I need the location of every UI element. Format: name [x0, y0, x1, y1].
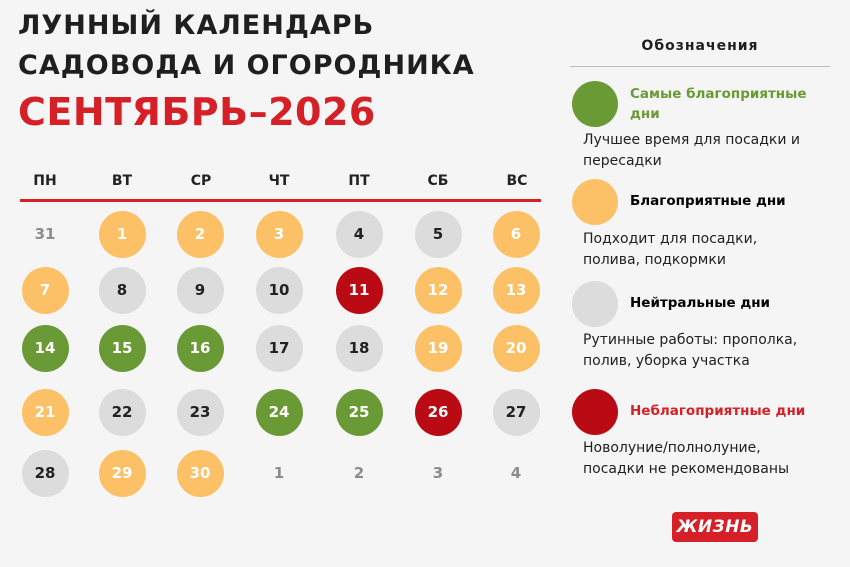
calendar-day: 17: [255, 324, 303, 372]
weekday-header: ПН ВТ СР ЧТ ПТ СБ ВС: [8, 173, 556, 195]
calendar-day: 16: [176, 324, 224, 372]
legend-swatch: [572, 81, 618, 127]
calendar-day: 29: [98, 449, 146, 497]
calendar-day: 11: [335, 266, 383, 314]
calendar-day: 8: [98, 266, 146, 314]
calendar-day: 19: [414, 324, 462, 372]
legend-swatch: [572, 281, 618, 327]
legend-description: Подходит для посадки, полива, подкормки: [583, 231, 758, 268]
calendar-day: 9: [176, 266, 224, 314]
calendar-day: 4: [335, 210, 383, 258]
weekday-mon: ПН: [33, 173, 57, 189]
calendar-day: 2: [176, 210, 224, 258]
calendar-day: 27: [492, 388, 540, 436]
legend-swatch: [572, 179, 618, 225]
legend-heading: Неблагоприятные дни: [630, 403, 806, 419]
calendar-day: 30: [176, 449, 224, 497]
calendar-day: 23: [176, 388, 224, 436]
calendar-day: 10: [255, 266, 303, 314]
calendar-day: 28: [21, 449, 69, 497]
title-month: Сентябрь–2026: [18, 90, 376, 134]
calendar-day: 15: [98, 324, 146, 372]
legend-heading: Самые благоприятные дни: [630, 86, 807, 122]
calendar-day: 3: [255, 210, 303, 258]
calendar-day: 26: [414, 388, 462, 436]
legend-description: Новолуние/полнолуние, посадки не рекомен…: [583, 440, 790, 477]
title-line-1: Лунный календарь: [18, 10, 375, 41]
title-line-2: садовода и огородника: [18, 50, 475, 81]
weekday-sun: ВС: [506, 173, 528, 189]
calendar-day: 24: [255, 388, 303, 436]
calendar-day: 3: [432, 464, 444, 482]
calendar-day: 1: [273, 464, 285, 482]
legend-heading: Нейтральные дни: [630, 295, 771, 311]
calendar-day: 2: [353, 464, 365, 482]
weekday-sat: СБ: [427, 173, 449, 189]
calendar-day: 31: [34, 225, 56, 243]
calendar-day: 6: [492, 210, 540, 258]
calendar-day: 25: [335, 388, 383, 436]
calendar-day: 1: [98, 210, 146, 258]
weekday-thu: ЧТ: [268, 173, 290, 189]
weekday-tue: ВТ: [111, 173, 133, 189]
header-divider: [20, 199, 541, 202]
logo-text: ЖИЗНЬ: [676, 517, 754, 537]
calendar-day: 13: [492, 266, 540, 314]
weekday-wed: СР: [190, 173, 212, 189]
calendar-day: 12: [414, 266, 462, 314]
calendar-day: 14: [21, 324, 69, 372]
calendar-day: 7: [21, 266, 69, 314]
calendar-day: 20: [492, 324, 540, 372]
legend-divider: [570, 66, 830, 67]
legend-description: Лучшее время для посадки и пересадки: [583, 132, 801, 169]
legend-description: Рутинные работы: прополка, полив, уборка…: [583, 332, 798, 369]
calendar-day: 22: [98, 388, 146, 436]
calendar-day: 5: [414, 210, 462, 258]
legend-title: Обозначения: [641, 38, 759, 54]
calendar-day: 21: [21, 388, 69, 436]
zhizn-logo: ЖИЗНЬ: [672, 512, 758, 542]
calendar-day: 4: [510, 464, 522, 482]
legend-swatch: [572, 389, 618, 435]
weekday-fri: ПТ: [348, 173, 370, 189]
legend-heading: Благоприятные дни: [630, 193, 786, 209]
calendar-day: 18: [335, 324, 383, 372]
